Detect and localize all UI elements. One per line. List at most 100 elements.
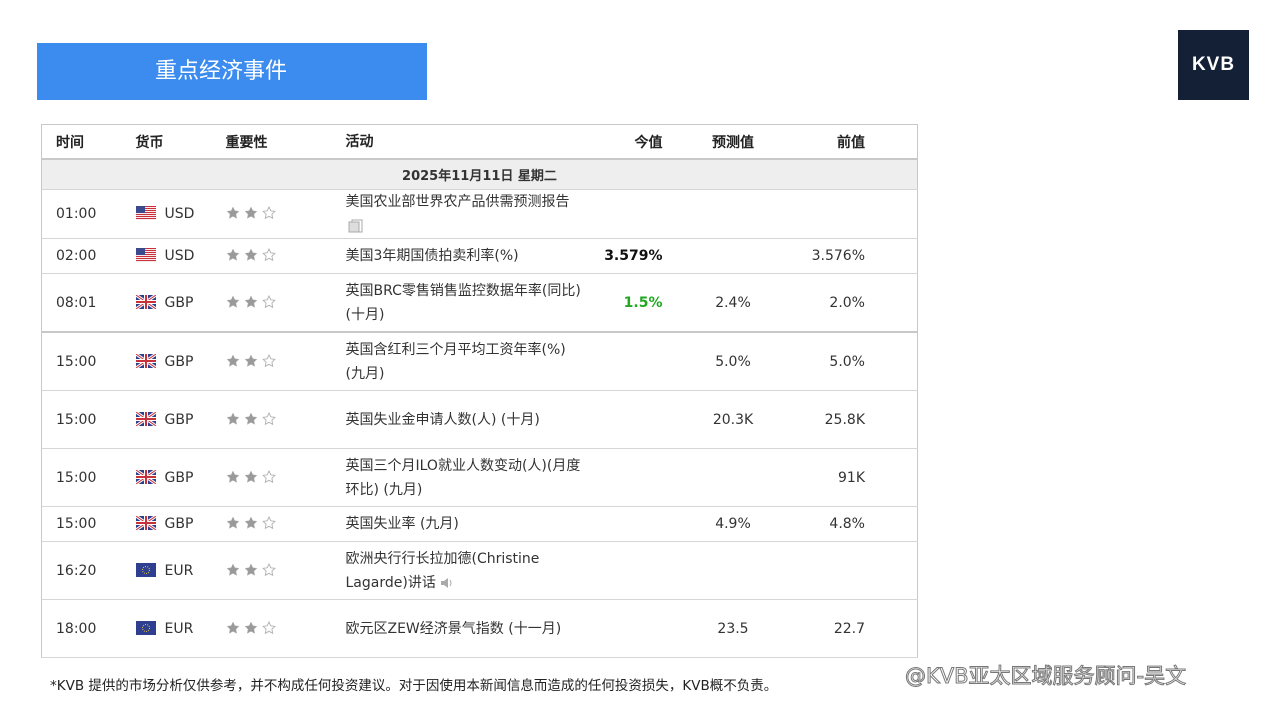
flag-icon xyxy=(134,352,157,369)
event-row: 02:00 USD 美国3年期国债拍卖利率(%) 3.579% 3.576% xyxy=(41,238,918,274)
event-cell: 英国失业率 (九月) xyxy=(345,506,596,542)
actual: 1.5% xyxy=(595,273,676,333)
star xyxy=(244,469,257,483)
forecast xyxy=(675,189,791,239)
actual xyxy=(595,189,676,239)
star xyxy=(226,620,239,634)
logo: KVB xyxy=(1178,30,1249,100)
time: 16:20 xyxy=(41,541,136,600)
flag-icon xyxy=(135,620,156,635)
currency-cell: GBP xyxy=(134,273,226,333)
previous: 25.8K xyxy=(790,390,918,449)
forecast: 23.5 xyxy=(675,599,791,658)
time: 02:00 xyxy=(41,238,136,274)
flag-icon xyxy=(134,514,157,532)
event: 英国失业金申请人数(人) (十月) xyxy=(345,411,540,428)
time: 01:00 xyxy=(41,189,136,239)
previous: 5.0% xyxy=(790,331,918,391)
currency-cell: GBP xyxy=(134,331,226,391)
forecast: 20.3K xyxy=(675,390,791,449)
speaker-icon xyxy=(440,577,452,588)
currency: GBP xyxy=(164,469,194,486)
event-cell: 欧元区ZEW经济景气指数 (十一月) xyxy=(345,599,596,658)
watermark: @KVB亚太区域服务顾问-吴文 xyxy=(904,664,1187,689)
column-header: 今值 xyxy=(595,124,676,160)
importance xyxy=(225,189,346,239)
importance xyxy=(225,331,346,391)
column-header: 时间 xyxy=(41,124,136,160)
section-title: 重点经济事件 xyxy=(37,43,427,100)
event-row: 18:00 EUR 欧元区ZEW经济景气指数 (十一月) 23.5 22.7 xyxy=(41,599,918,658)
flag-icon xyxy=(134,468,157,485)
currency-cell: EUR xyxy=(135,541,226,600)
star xyxy=(226,469,239,483)
star xyxy=(244,206,257,219)
actual xyxy=(595,541,676,600)
star xyxy=(244,516,257,529)
time: 15:00 xyxy=(41,390,136,449)
flag-icon xyxy=(134,293,157,310)
star xyxy=(261,620,276,634)
star xyxy=(226,353,239,367)
importance xyxy=(225,238,346,274)
star xyxy=(261,353,276,367)
actual xyxy=(595,331,676,391)
events-table: 时间 货币 重要性 活动 今值 预测值 前值 2025年11月11日 星期二 01:00 USD… xyxy=(41,124,918,658)
currency: EUR xyxy=(164,620,194,637)
importance xyxy=(225,541,346,600)
flag-icon xyxy=(135,206,156,220)
previous: 4.8% xyxy=(790,506,918,542)
doc-icon xyxy=(348,219,362,233)
star xyxy=(244,620,257,634)
star xyxy=(244,294,257,308)
event-row: 15:00 GBP 英国三个月ILO就业人数变动(人)(月度环比) (九月) 91K xyxy=(41,448,918,507)
importance xyxy=(225,506,346,542)
time: 15:00 xyxy=(41,448,136,507)
star xyxy=(226,516,239,529)
importance xyxy=(225,273,346,333)
star xyxy=(244,562,257,576)
forecast xyxy=(675,238,791,274)
previous: 2.0% xyxy=(790,273,918,333)
star xyxy=(226,294,239,308)
importance xyxy=(225,390,346,449)
column-header: 前值 xyxy=(790,124,918,160)
column-header: 活动 xyxy=(345,124,596,160)
importance xyxy=(225,448,346,507)
event-cell: 美国3年期国债拍卖利率(%) xyxy=(345,238,596,274)
star xyxy=(261,247,276,262)
currency: GBP xyxy=(164,411,194,428)
event: 美国3年期国债拍卖利率(%) xyxy=(345,248,519,264)
currency-cell: GBP xyxy=(134,390,226,449)
star xyxy=(261,205,276,220)
flag-icon xyxy=(135,562,156,577)
event-cell: 英国失业金申请人数(人) (十月) xyxy=(345,390,596,449)
time: 15:00 xyxy=(41,506,136,542)
currency-cell: USD xyxy=(135,238,226,274)
event: 美国农业部世界农产品供需预测报告 xyxy=(345,194,570,210)
importance xyxy=(225,599,346,658)
star xyxy=(261,515,276,530)
previous: 22.7 xyxy=(790,599,918,658)
actual xyxy=(595,390,676,449)
star xyxy=(226,411,239,425)
currency-cell: USD xyxy=(135,189,226,239)
flag-icon xyxy=(134,410,157,427)
event: 英国BRC零售销售监控数据年率(同比) (十月) xyxy=(345,282,581,323)
column-header: 重要性 xyxy=(225,124,346,160)
star xyxy=(244,353,257,367)
time: 18:00 xyxy=(41,599,136,658)
forecast xyxy=(675,541,791,600)
currency: GBP xyxy=(164,516,194,532)
event-row: 15:00 GBP 英国失业率 (九月) 4.9% 4.8% xyxy=(41,506,918,542)
event-row: 16:20 EUR 欧洲央行行长拉加德(Christine Lagarde)讲话 xyxy=(41,541,918,600)
star xyxy=(261,562,276,576)
time: 08:01 xyxy=(41,273,136,333)
star xyxy=(261,469,276,483)
date: 2025年11月11日 星期二 xyxy=(41,159,918,190)
currency-cell: GBP xyxy=(134,506,226,542)
star xyxy=(244,411,257,425)
previous: 3.576% xyxy=(790,238,918,274)
previous xyxy=(790,541,918,600)
event: 英国失业率 (九月) xyxy=(345,516,459,532)
